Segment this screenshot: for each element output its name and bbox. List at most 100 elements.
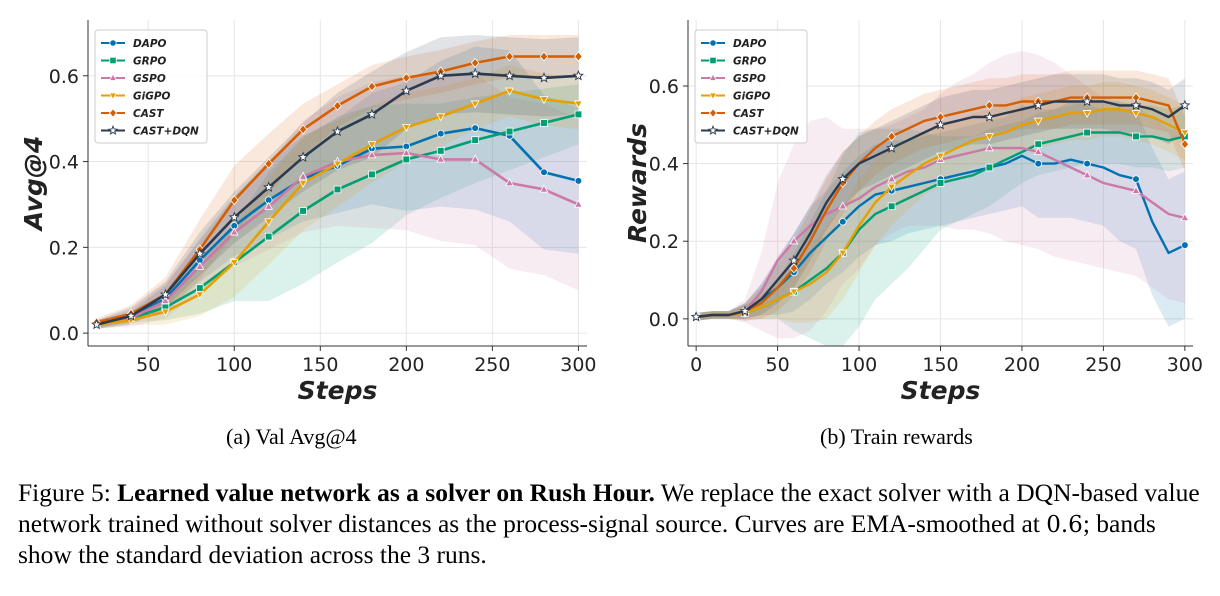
legend-label-cast: CAST	[733, 108, 764, 120]
data-point-cast-dqn	[91, 318, 103, 330]
x-tick-label: 50	[136, 354, 160, 376]
data-point-cast-dqn	[435, 70, 447, 81]
data-point-gspo	[573, 199, 583, 208]
data-point-gigpo	[298, 179, 308, 188]
data-point-cast	[367, 81, 377, 92]
y-tick-label: 0.4	[649, 154, 679, 176]
data-point-cast	[574, 51, 583, 62]
data-point-cast-dqn	[366, 108, 378, 120]
caption-prefix: Figure 5:	[18, 478, 118, 507]
legend-marker-cast	[108, 108, 118, 118]
panel-b-train-rewards: 0 50 100 150 200 250 300 0.0 0.2 0.4 0.6 Steps Rewar…	[623, 20, 1203, 405]
data-point-gigpo	[264, 218, 274, 227]
data-point-grpo	[368, 170, 376, 179]
std-band-gigpo	[696, 82, 1185, 323]
data-point-dapo	[574, 177, 583, 185]
y-axis-title: Avg@4	[19, 136, 48, 233]
x-tick-label: 250	[474, 354, 510, 376]
data-point-cast-dqn	[690, 311, 702, 322]
legend-marker-gspo	[708, 73, 718, 81]
caption-bold: Learned value network as a solver on Rus…	[117, 478, 655, 507]
std-band-cast-dqn	[96, 35, 579, 329]
data-point-gspo	[161, 296, 170, 305]
data-point-cast-dqn	[1179, 99, 1191, 111]
legend-marker-gigpo	[108, 92, 118, 101]
data-point-cast	[470, 57, 480, 68]
x-tick-label: 100	[216, 354, 252, 376]
std-band-dapo	[696, 101, 1185, 327]
legend-label-grpo: GRPO	[133, 56, 166, 68]
legend-marker-dapo	[109, 39, 117, 47]
data-point-cast-dqn	[886, 142, 898, 153]
legend-marker-dapo	[709, 39, 717, 47]
data-point-grpo	[1083, 128, 1091, 137]
data-point-gigpo	[1082, 110, 1092, 119]
data-point-cast-dqn	[469, 67, 481, 79]
data-point-grpo	[402, 155, 411, 164]
data-point-cast-dqn	[228, 211, 240, 222]
data-point-grpo	[887, 202, 896, 211]
data-point-gigpo	[984, 133, 994, 142]
legend-box	[694, 29, 808, 144]
data-point-gspo	[1033, 147, 1043, 156]
data-point-gigpo	[436, 113, 446, 122]
data-point-gigpo	[887, 183, 897, 192]
data-point-cast-dqn	[983, 111, 995, 122]
data-point-gigpo	[401, 124, 411, 133]
data-point-cast-dqn	[297, 151, 309, 162]
data-point-grpo	[471, 136, 479, 144]
data-point-cast	[402, 72, 411, 83]
legend-label-dapo: DAPO	[133, 38, 167, 50]
data-point-cast-dqn	[1032, 99, 1044, 111]
data-point-gspo	[367, 150, 377, 159]
legend-label-grpo: GRPO	[733, 56, 766, 68]
data-point-gspo	[264, 201, 274, 210]
data-point-dapo	[1132, 175, 1140, 183]
data-point-gigpo	[539, 96, 549, 105]
legend-label-cast: CAST	[133, 108, 164, 120]
y-tick-label: 0.6	[649, 76, 679, 98]
data-point-dapo	[436, 129, 445, 138]
x-tick-label: 0	[690, 354, 702, 376]
data-point-grpo	[985, 163, 994, 172]
data-point-gspo	[838, 201, 848, 210]
data-point-gigpo	[1180, 129, 1190, 138]
data-point-gspo	[229, 227, 239, 236]
y-tick-label: 0.0	[649, 309, 679, 331]
data-point-grpo	[936, 179, 945, 187]
legend-label-dapo: DAPO	[733, 38, 767, 50]
data-point-dapo	[838, 218, 847, 226]
data-point-gigpo	[936, 152, 945, 161]
legend-marker-cast-dqn	[707, 125, 719, 135]
data-point-gspo	[436, 154, 446, 163]
data-point-cast-dqn	[1130, 99, 1142, 111]
legend-label-cast-dqn: CAST+DQN	[733, 126, 799, 138]
data-point-cast-dqn	[837, 173, 849, 184]
legend-marker-cast-dqn	[107, 125, 119, 135]
legend-label-cast-dqn: CAST+DQN	[133, 126, 199, 138]
data-point-cast	[333, 100, 342, 111]
data-point-cast-dqn	[194, 248, 206, 259]
legend-marker-grpo	[109, 56, 117, 65]
data-point-grpo	[1132, 132, 1140, 141]
data-point-gigpo	[229, 259, 239, 268]
legend-marker-gspo	[108, 73, 118, 81]
y-tick-label: 0.2	[49, 237, 79, 259]
x-axis-title: Steps	[901, 376, 981, 405]
data-point-cast	[229, 195, 239, 206]
std-band-gspo	[696, 51, 1185, 339]
data-point-gspo	[984, 143, 994, 152]
x-tick-label: 300	[560, 354, 596, 376]
data-point-dapo	[540, 168, 548, 177]
data-point-grpo	[264, 232, 273, 241]
data-point-grpo	[1034, 140, 1043, 148]
legend-label-gspo: GSPO	[733, 73, 766, 85]
data-point-cast	[985, 100, 994, 111]
data-point-gigpo	[1131, 110, 1141, 119]
data-point-grpo	[299, 207, 307, 215]
caption-part2: ; bands show the standard deviation acro…	[18, 508, 1156, 570]
y-tick-label: 0.0	[49, 323, 79, 345]
x-tick-label: 250	[1085, 354, 1121, 376]
data-point-cast	[789, 263, 799, 274]
caption-part1: We replace the exact solver with a DQN-b…	[18, 478, 1200, 538]
